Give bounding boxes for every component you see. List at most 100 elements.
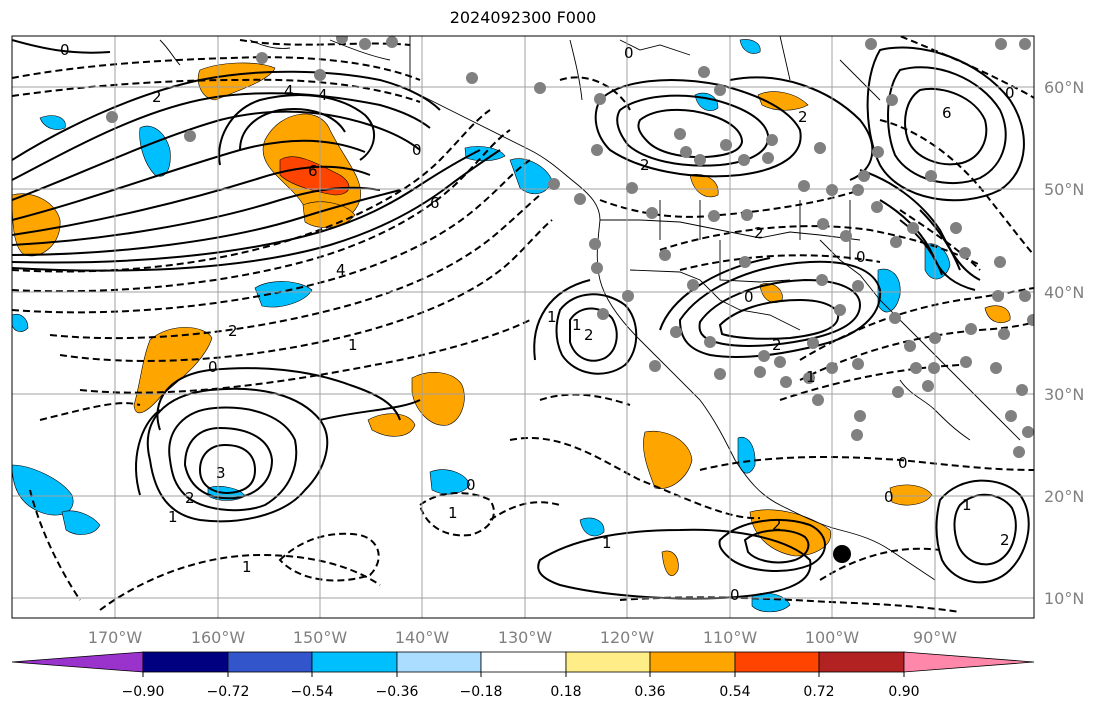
- lon-label: 160°W: [191, 628, 246, 647]
- colorbar-segment: [818, 651, 905, 673]
- lon-label: 120°W: [600, 628, 655, 647]
- contour-label: 1: [547, 308, 557, 326]
- contour-label: 1: [806, 368, 816, 386]
- blue-area: [39, 115, 66, 130]
- contour-label: 1: [348, 336, 358, 354]
- colorbar-ticks: [142, 672, 905, 677]
- lon-label: 100°W: [805, 628, 860, 647]
- colorbar-segment: [396, 651, 482, 673]
- highlight-marker: [833, 545, 851, 563]
- colorbar-segment: [480, 651, 567, 673]
- colorbar-segment: [734, 651, 820, 673]
- lon-label: 170°W: [88, 628, 143, 647]
- colorbar-segment: [565, 651, 651, 673]
- colorbar-labels: −0.90 −0.72 −0.54 −0.36 −0.18 0.18 0.36 …: [122, 684, 920, 700]
- colorbar-segment: [311, 651, 398, 673]
- colorbar: [11, 651, 1035, 673]
- contour-label: 2: [584, 326, 594, 344]
- blue-area: [61, 510, 101, 535]
- contour-label: 1: [962, 496, 972, 514]
- lon-label: 90°W: [913, 628, 957, 647]
- lon-label: 140°W: [395, 628, 450, 647]
- coastlines: [159, 36, 1021, 581]
- contour-label: 2: [772, 516, 782, 534]
- contour-label: 2: [152, 88, 162, 106]
- colorbar-label: 0.90: [888, 684, 919, 700]
- contour-label: 6: [308, 162, 318, 180]
- contour-label: 3: [216, 464, 226, 482]
- contour-label: 6: [942, 104, 952, 122]
- contour-label: 2: [640, 156, 650, 174]
- contour-label: 0: [208, 358, 218, 376]
- lat-label: 60°N: [1044, 78, 1084, 97]
- colorbar-label: 0.18: [550, 684, 581, 700]
- orange-area: [757, 91, 809, 111]
- contour-label: 2: [185, 489, 195, 507]
- contour-label: 4: [284, 82, 294, 100]
- contour-label: 0: [856, 248, 866, 266]
- contour-label: 0: [730, 586, 740, 604]
- orange-area: [661, 550, 679, 576]
- lat-label: 50°N: [1044, 180, 1084, 199]
- blue-area: [877, 268, 901, 313]
- map-title: 2024092300 F000: [449, 8, 597, 27]
- colorbar-label: 0.72: [803, 684, 834, 700]
- lat-label: 30°N: [1044, 385, 1084, 404]
- colorbar-label: −0.36: [376, 684, 419, 700]
- lat-label: 40°N: [1044, 283, 1084, 302]
- solid-contours: [12, 39, 1030, 600]
- contour-labels: 2 4 0 6 0 6 4 2 0 1 0 2 3 2 1 0 1 1 1 0 …: [60, 41, 1015, 604]
- blue-area: [429, 469, 471, 495]
- blue-area: [579, 517, 605, 537]
- colorbar-label: 0.36: [634, 684, 665, 700]
- map-panel: 2 4 0 6 0 6 4 2 0 1 0 2 3 2 1 0 1 1 1 0 …: [12, 36, 1034, 618]
- contour-label: 4: [336, 261, 346, 279]
- contour-label: 2: [1000, 531, 1010, 549]
- colorbar-label: −0.18: [460, 684, 503, 700]
- contour-label: 1: [602, 534, 612, 552]
- colorbar-segment: [11, 651, 144, 673]
- orange-area: [367, 413, 416, 437]
- orange-area: [889, 484, 933, 506]
- contour-label: 4: [318, 86, 328, 104]
- contour-label: 6: [430, 194, 440, 212]
- blue-area: [12, 313, 29, 332]
- contour-label: 0: [1005, 84, 1015, 102]
- contour-label: 1: [572, 316, 582, 334]
- orange-area: [984, 305, 1011, 323]
- contour-label: 2: [228, 322, 238, 340]
- contour-label: 1: [448, 504, 458, 522]
- lon-label: 130°W: [498, 628, 553, 647]
- colorbar-label: 0.54: [719, 684, 750, 700]
- contour-label: 1: [242, 558, 252, 576]
- contour-label: 0: [744, 288, 754, 306]
- blue-area: [739, 39, 761, 54]
- contour-label: 2: [772, 336, 782, 354]
- dashed-contours: [12, 36, 1034, 613]
- station-markers: [106, 36, 1034, 458]
- map-frame: [11, 35, 1035, 619]
- lat-label: 20°N: [1044, 487, 1084, 506]
- contour-label: 1: [168, 508, 178, 526]
- orange-area: [411, 372, 465, 426]
- colorbar-label: −0.54: [291, 684, 334, 700]
- longitude-labels: 170°W 160°W 150°W 140°W 130°W 120°W 110°…: [88, 628, 957, 647]
- contour-label: 0: [624, 44, 634, 62]
- contour-label: 2: [754, 224, 764, 242]
- contour-label: 0: [60, 41, 70, 59]
- lat-label: 10°N: [1044, 589, 1084, 608]
- colorbar-label: −0.90: [122, 684, 165, 700]
- colorbar-segment: [142, 651, 229, 673]
- colorbar-segment: [227, 651, 313, 673]
- latitude-labels: 60°N 50°N 40°N 30°N 20°N 10°N: [1044, 78, 1084, 608]
- lon-label: 110°W: [703, 628, 758, 647]
- orange-area: [643, 430, 693, 489]
- colorbar-segment: [649, 651, 736, 673]
- contour-label: 0: [884, 488, 894, 506]
- contour-label: 0: [412, 141, 422, 159]
- gridlines: [12, 36, 1034, 618]
- colorbar-label: −0.72: [207, 684, 250, 700]
- colorbar-segment: [903, 651, 1035, 673]
- lon-label: 150°W: [293, 628, 348, 647]
